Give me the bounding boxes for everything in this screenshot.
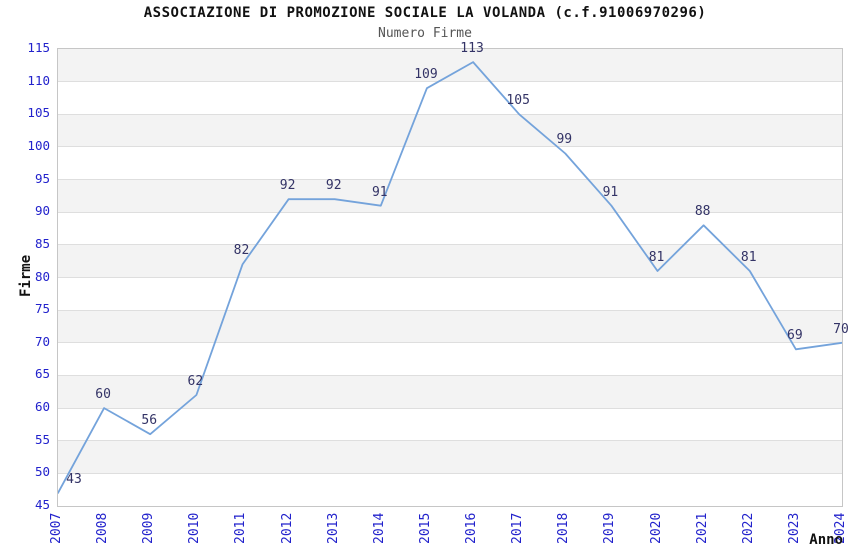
line-series bbox=[58, 61, 842, 494]
plot-band bbox=[58, 277, 842, 311]
plot-band bbox=[58, 114, 842, 147]
plot-band bbox=[58, 244, 842, 278]
gridline bbox=[58, 179, 842, 181]
y-tick-label: 100 bbox=[27, 137, 50, 153]
chart-subtitle: Numero Firme bbox=[378, 26, 472, 41]
x-tick-label: 2023 bbox=[786, 512, 802, 544]
x-axis-title: Anno bbox=[809, 532, 843, 548]
y-tick-label: 45 bbox=[34, 497, 50, 512]
data-label: 81 bbox=[648, 249, 665, 265]
x-tick-label: 2020 bbox=[648, 512, 664, 544]
y-tick-label: 75 bbox=[34, 301, 50, 317]
data-label: 62 bbox=[187, 374, 204, 389]
y-tick-label: 80 bbox=[34, 268, 50, 284]
plot-band bbox=[58, 342, 842, 376]
plot-band bbox=[58, 408, 842, 441]
data-label: 92 bbox=[279, 178, 296, 194]
gridline bbox=[58, 277, 842, 278]
data-label: 88 bbox=[694, 204, 711, 220]
y-tick-label: 70 bbox=[34, 333, 50, 349]
data-label: 92 bbox=[325, 178, 342, 194]
y-tick-label: 90 bbox=[34, 203, 50, 219]
y-tick-label: 50 bbox=[34, 464, 50, 480]
x-tick-label: 2010 bbox=[187, 512, 203, 544]
x-tick-label: 2009 bbox=[141, 512, 157, 544]
data-label: 81 bbox=[740, 249, 757, 265]
gridline bbox=[58, 309, 842, 311]
gridline bbox=[58, 113, 842, 115]
y-tick-label: 105 bbox=[27, 105, 50, 121]
y-tick-label: 85 bbox=[34, 235, 50, 251]
series-polyline bbox=[58, 61, 842, 494]
x-tick-label: 2008 bbox=[95, 512, 111, 544]
data-label: 91 bbox=[371, 184, 388, 200]
gridline bbox=[58, 440, 842, 442]
plot-band bbox=[58, 473, 842, 506]
data-label: 99 bbox=[556, 132, 573, 148]
x-tick-label: 2022 bbox=[740, 512, 756, 544]
data-label: 56 bbox=[141, 413, 158, 429]
gridline bbox=[58, 407, 842, 409]
gridline bbox=[58, 81, 842, 83]
gridline bbox=[58, 244, 842, 246]
data-label: 113 bbox=[460, 41, 484, 57]
x-tick-label: 2015 bbox=[417, 512, 433, 544]
gridline bbox=[58, 374, 842, 376]
x-tick-label: 2016 bbox=[464, 512, 480, 544]
plot-band bbox=[58, 310, 842, 343]
data-label: 82 bbox=[233, 243, 250, 259]
gridline bbox=[58, 146, 842, 148]
y-tick-label: 95 bbox=[34, 170, 50, 186]
y-tick-label: 115 bbox=[27, 40, 50, 55]
gridline bbox=[58, 211, 842, 213]
x-tick-label: 2021 bbox=[694, 512, 710, 544]
data-label: 105 bbox=[506, 93, 530, 109]
x-tick-label: 2012 bbox=[279, 512, 295, 544]
plot-band bbox=[58, 212, 842, 245]
plot-area bbox=[57, 48, 843, 507]
y-tick-label: 60 bbox=[34, 399, 50, 415]
y-tick-label: 55 bbox=[34, 431, 50, 447]
x-tick-label: 2011 bbox=[233, 512, 249, 544]
plot-band bbox=[58, 146, 842, 180]
plot-band bbox=[58, 179, 842, 213]
gridline bbox=[58, 472, 842, 474]
plot-band bbox=[58, 49, 842, 82]
chart-title: ASSOCIAZIONE DI PROMOZIONE SOCIALE LA VO… bbox=[143, 5, 707, 21]
x-tick-label: 2018 bbox=[556, 512, 572, 544]
gridline bbox=[58, 342, 842, 344]
plot-band bbox=[58, 81, 842, 115]
y-tick-label: 65 bbox=[34, 366, 50, 382]
x-tick-label: 2007 bbox=[49, 512, 64, 544]
x-tick-label: 2019 bbox=[602, 512, 618, 544]
x-tick-label: 2017 bbox=[510, 512, 526, 544]
data-label: 70 bbox=[833, 321, 849, 337]
data-label: 43 bbox=[66, 471, 82, 487]
data-label: 60 bbox=[95, 387, 111, 403]
data-label: 91 bbox=[602, 184, 619, 200]
data-label: 109 bbox=[414, 67, 438, 83]
y-tick-label: 110 bbox=[27, 72, 50, 88]
plot-band bbox=[58, 440, 842, 474]
x-tick-label: 2013 bbox=[325, 512, 341, 544]
x-tick-label: 2014 bbox=[371, 512, 387, 544]
data-label: 69 bbox=[787, 328, 803, 344]
